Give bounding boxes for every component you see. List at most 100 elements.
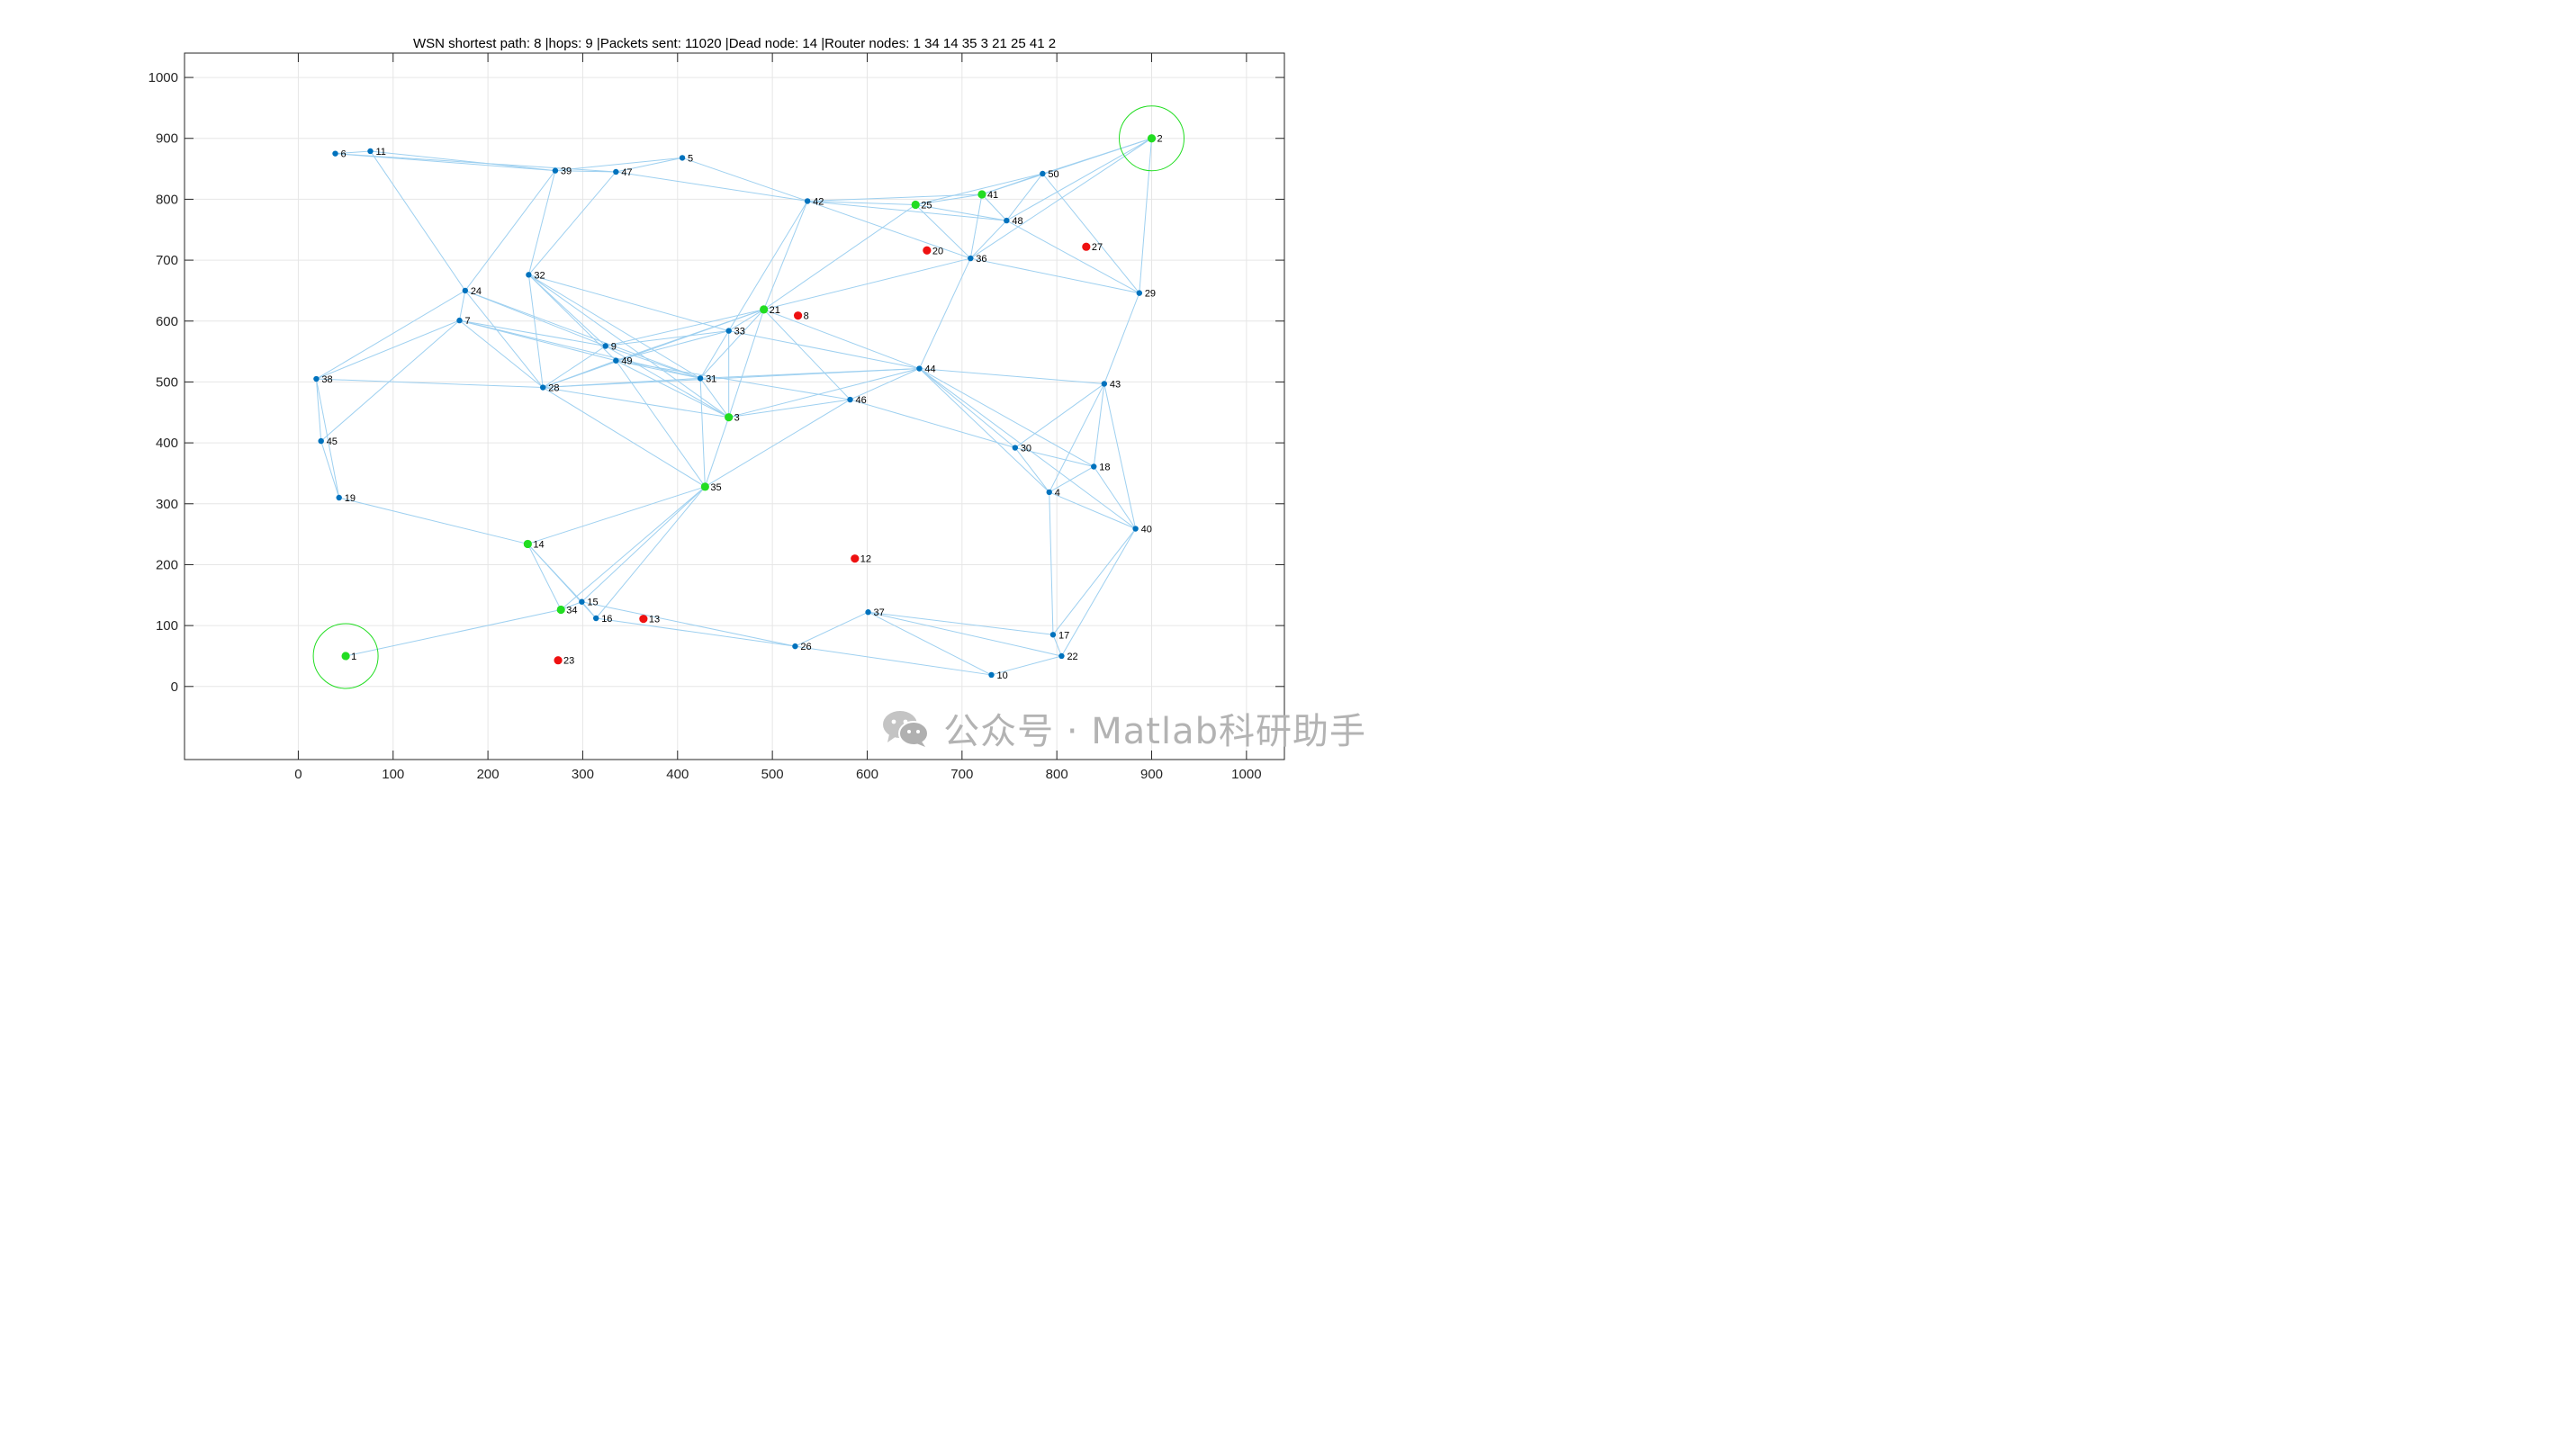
edge-line [700,368,920,379]
y-tick-label: 400 [156,436,178,451]
edge-line [581,601,597,619]
node-label: 14 [533,539,544,550]
node-router [700,482,709,491]
node-label: 8 [804,311,809,322]
node-dead [1082,242,1091,251]
y-tick-label: 600 [156,314,178,329]
edge-line [370,150,466,292]
endpoint-ring [312,623,379,689]
edge-line [616,360,701,379]
edge-line [868,611,992,676]
edge-line [969,193,983,259]
edge-line [1006,220,1140,294]
edge-line [1049,491,1136,529]
y-tick-label: 900 [156,131,178,147]
edge-line [806,200,971,259]
edge-line [320,440,340,499]
edge-line [542,387,706,488]
network-edges [315,138,1153,676]
edge-line [605,330,729,347]
node-label: 41 [987,190,998,201]
node-normal [592,615,599,622]
edge-line [850,368,920,400]
node-dead [554,656,563,665]
edge-line [464,290,606,346]
edge-line [528,171,617,275]
edge-line [335,150,371,155]
node-normal [865,609,871,616]
edge-line [1103,292,1140,384]
node-label: 48 [1012,216,1022,227]
x-tick-label: 0 [294,767,302,782]
x-tick-label: 100 [382,767,404,782]
grid [185,53,1284,760]
edge-line [581,601,796,647]
edge-line [763,309,851,400]
node-dead [923,246,932,255]
edge-line [1103,383,1137,529]
edge-line [991,655,1062,676]
node-normal [725,328,732,334]
edge-line [728,309,765,418]
wechat-icon [883,711,930,747]
edge-line [370,150,555,172]
node-label: 36 [976,254,986,265]
node-dead [793,311,803,320]
node-normal [1040,170,1046,177]
node-normal [540,384,546,391]
edge-line [316,290,466,380]
node-dead [851,554,860,563]
y-tick-label: 800 [156,192,178,207]
node-label: 46 [856,395,867,406]
edge-line [919,368,1016,448]
edge-line [605,309,764,346]
edge-line [527,544,597,619]
node-label: 5 [688,153,693,164]
node-normal [313,375,320,382]
node-label: 44 [924,364,935,375]
node-router [556,605,565,615]
node-normal [679,155,686,161]
edge-line [919,368,1094,467]
node-normal [1049,632,1057,638]
axes-box [184,52,1285,760]
edge-line [528,274,607,346]
edge-line [528,274,729,418]
edge-line [699,378,706,487]
node-label: 37 [874,607,885,618]
node-label: 7 [465,316,471,327]
x-tick-label: 800 [1046,767,1068,782]
chart-title: WSN shortest path: 8 |hops: 9 |Packets s… [413,36,1056,51]
edge-line [527,544,562,610]
node-label: 26 [800,642,811,652]
edge-line [543,387,729,418]
edge-line [315,379,322,442]
node-normal [988,671,995,679]
y-tick-label: 500 [156,374,178,390]
edge-line [763,201,808,310]
edge-line [699,330,730,379]
edge-line [554,157,683,172]
node-label: 28 [548,383,559,394]
node-normal [336,494,342,501]
node-normal [462,287,469,294]
node-label: 17 [1058,630,1069,641]
node-label: 39 [561,166,572,177]
node-dead [639,615,648,624]
edge-line [615,360,706,488]
node-label: 34 [566,606,577,616]
edge-line [616,360,851,400]
edge-line [763,257,971,310]
node-label: 32 [534,270,545,281]
node-normal [456,317,463,324]
edge-line [705,399,851,488]
edge-line [616,171,808,202]
x-tick-label: 200 [477,767,500,782]
edge-line [581,486,706,603]
edge-line [1049,491,1054,635]
edge-line [914,204,971,259]
edge-line [763,309,920,370]
edge-line [459,290,466,321]
edge-line [464,290,544,388]
y-tick-label: 300 [156,497,178,512]
